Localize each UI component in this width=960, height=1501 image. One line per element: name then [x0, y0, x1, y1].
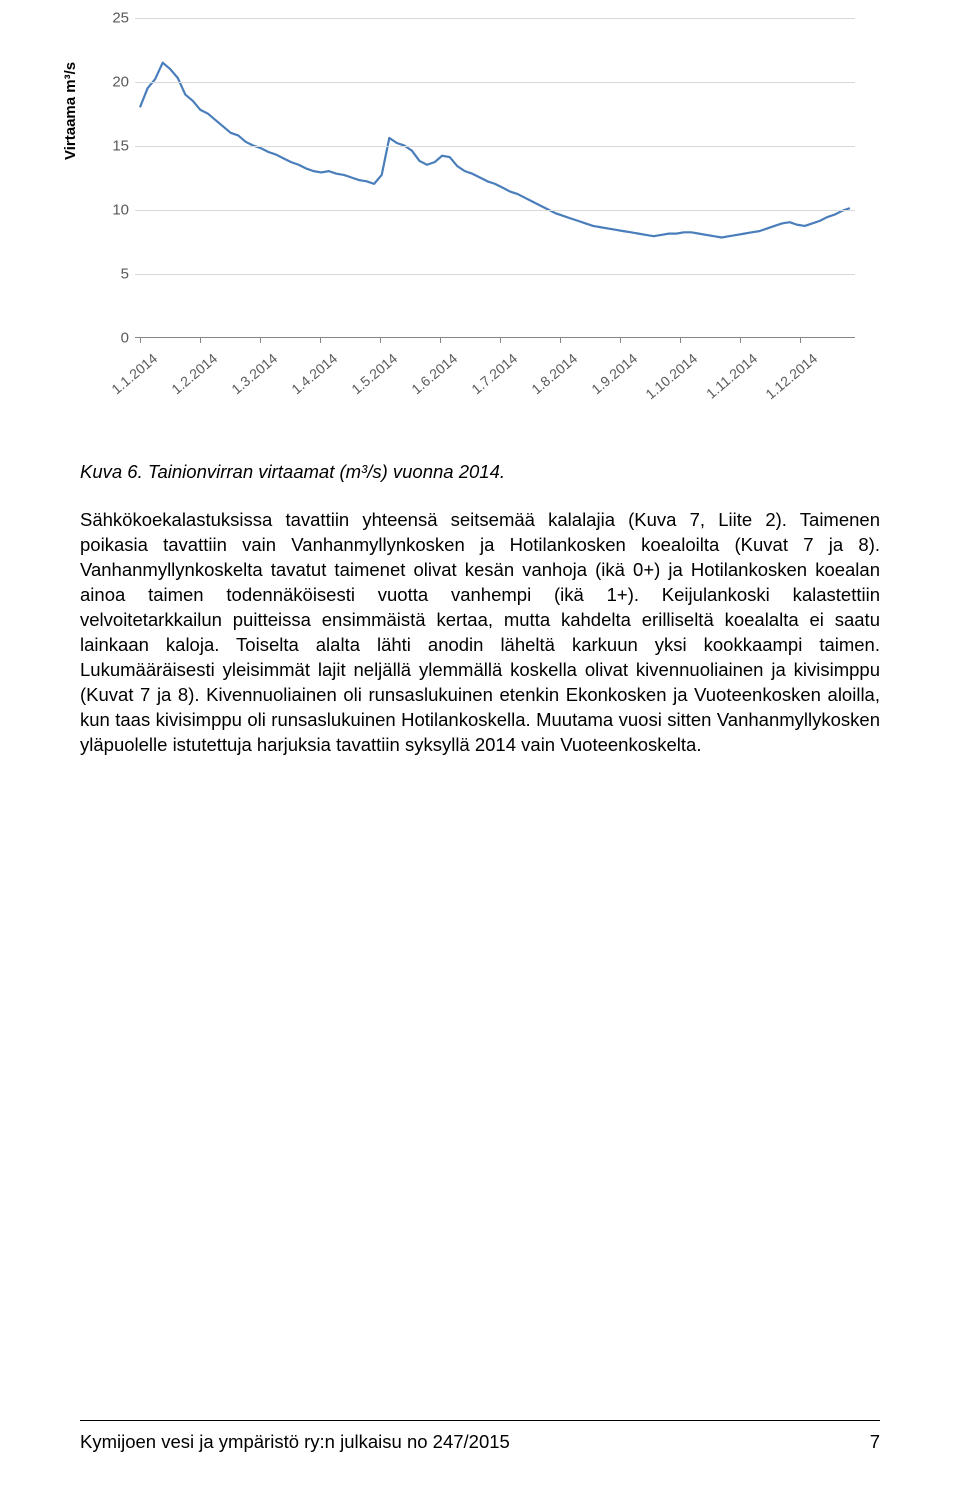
xtick	[740, 337, 741, 343]
xtick	[440, 337, 441, 343]
xtick	[380, 337, 381, 343]
flow-line	[140, 63, 850, 238]
plot-area: 05101520251.1.20141.2.20141.3.20141.4.20…	[135, 18, 855, 338]
xtick	[200, 337, 201, 343]
page-number: 7	[870, 1431, 880, 1453]
xtick	[140, 337, 141, 343]
xtick-label: 1.7.2014	[456, 350, 520, 407]
xtick	[680, 337, 681, 343]
ytick-label: 20	[105, 74, 129, 91]
xtick	[560, 337, 561, 343]
gridline	[135, 18, 855, 19]
xtick-label: 1.11.2014	[696, 350, 760, 407]
ytick-label: 5	[105, 266, 129, 283]
xtick	[260, 337, 261, 343]
gridline	[135, 82, 855, 83]
xtick-label: 1.1.2014	[96, 350, 160, 407]
ytick-label: 10	[105, 202, 129, 219]
footer-rule	[80, 1420, 880, 1421]
ytick-label: 15	[105, 138, 129, 155]
ytick-label: 0	[105, 330, 129, 347]
xtick	[800, 337, 801, 343]
xtick-label: 1.4.2014	[276, 350, 340, 407]
body-paragraph: Sähkökoekalastuksissa tavattiin yhteensä…	[80, 508, 880, 758]
xtick-label: 1.6.2014	[396, 350, 460, 407]
xtick-label: 1.10.2014	[636, 350, 700, 407]
xtick	[620, 337, 621, 343]
y-axis-label: Virtaama m³/s	[62, 62, 79, 160]
xtick-label: 1.2.2014	[156, 350, 220, 407]
xtick-label: 1.5.2014	[336, 350, 400, 407]
line-series	[135, 18, 855, 337]
gridline	[135, 210, 855, 211]
xtick-label: 1.3.2014	[216, 350, 280, 407]
flow-chart: Virtaama m³/s 05101520251.1.20141.2.2014…	[80, 10, 880, 430]
xtick	[320, 337, 321, 343]
ytick-label: 25	[105, 10, 129, 27]
xtick-label: 1.8.2014	[516, 350, 580, 407]
xtick-label: 1.12.2014	[756, 350, 820, 407]
figure-caption: Kuva 6. Tainionvirran virtaamat (m³/s) v…	[80, 460, 880, 484]
page-footer: Kymijoen vesi ja ympäristö ry:n julkaisu…	[80, 1420, 880, 1453]
xtick	[500, 337, 501, 343]
xtick-label: 1.9.2014	[576, 350, 640, 407]
gridline	[135, 146, 855, 147]
gridline	[135, 274, 855, 275]
footer-publication: Kymijoen vesi ja ympäristö ry:n julkaisu…	[80, 1431, 510, 1453]
